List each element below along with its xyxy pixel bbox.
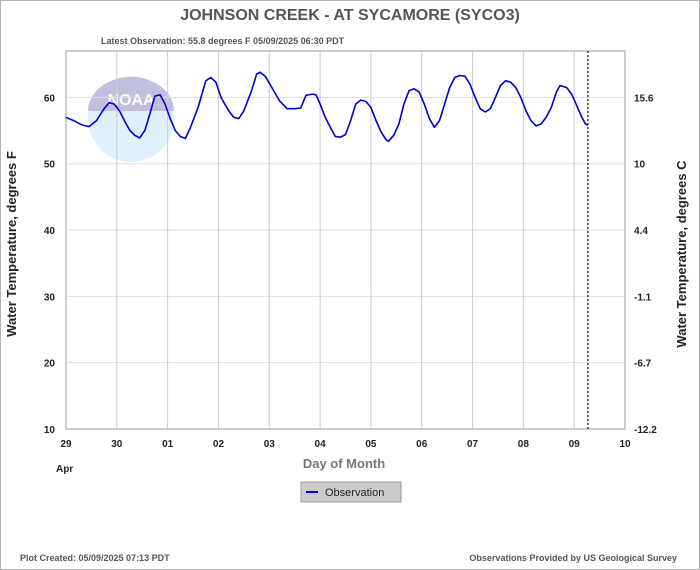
legend: Observation — [300, 481, 402, 503]
y-right-tick-label: -12.2 — [634, 425, 657, 436]
x-axis-ticks: 29 30 01 02 03 04 05 06 07 08 09 10 — [60, 439, 631, 450]
noaa-logo-text: NOAA — [107, 92, 155, 109]
x-tick-label: 06 — [416, 439, 428, 450]
latest-observation-text: Latest Observation: 55.8 degrees F 05/09… — [101, 36, 345, 46]
y-left-tick-label: 30 — [44, 292, 56, 303]
x-month-label: Apr — [56, 464, 73, 475]
x-tick-label: 01 — [162, 439, 174, 450]
x-tick-label: 08 — [518, 439, 530, 450]
chart-title: JOHNSON CREEK - AT SYCAMORE (SYCO3) — [180, 7, 520, 24]
x-tick-label: 10 — [619, 439, 631, 450]
observation-series-line — [65, 71, 589, 142]
y-axis-left-title: Water Temperature, degrees F — [4, 151, 19, 337]
y-left-tick-label: 40 — [44, 226, 56, 237]
x-tick-label: 03 — [264, 439, 276, 450]
y-axis-right-ticks: -12.2 -6.7 -1.1 4.4 10 15.6 — [634, 93, 657, 436]
y-axis-right-title: Water Temperature, degrees C — [674, 160, 689, 348]
plot-area — [65, 50, 626, 430]
x-tick-label: 04 — [315, 439, 327, 450]
plot-created-text: Plot Created: 05/09/2025 07:13 PDT — [20, 553, 170, 563]
legend-label: Observation — [325, 487, 384, 499]
noaa-logo: NOAA — [88, 76, 174, 162]
y-right-tick-label: 10 — [634, 160, 646, 171]
x-tick-label: 29 — [60, 439, 72, 450]
grid-lines — [66, 51, 625, 429]
y-right-tick-label: 15.6 — [634, 93, 654, 104]
y-left-tick-label: 20 — [44, 359, 56, 370]
x-axis-title: Day of Month — [303, 456, 385, 471]
x-tick-label: 09 — [569, 439, 581, 450]
x-tick-label: 07 — [467, 439, 479, 450]
x-tick-label: 30 — [111, 439, 123, 450]
y-left-tick-label: 50 — [44, 160, 56, 171]
y-right-tick-label: -1.1 — [634, 292, 652, 303]
y-left-tick-label: 10 — [44, 425, 56, 436]
series-layer — [65, 51, 589, 429]
y-axis-left-ticks: 10 20 30 40 50 60 — [44, 93, 56, 436]
data-provider-text: Observations Provided by US Geological S… — [469, 553, 677, 563]
legend-box — [300, 481, 402, 503]
y-right-tick-label: -6.7 — [634, 359, 652, 370]
x-tick-label: 02 — [213, 439, 225, 450]
y-right-tick-label: 4.4 — [634, 226, 648, 237]
x-tick-label: 05 — [365, 439, 377, 450]
y-left-tick-label: 60 — [44, 93, 56, 104]
